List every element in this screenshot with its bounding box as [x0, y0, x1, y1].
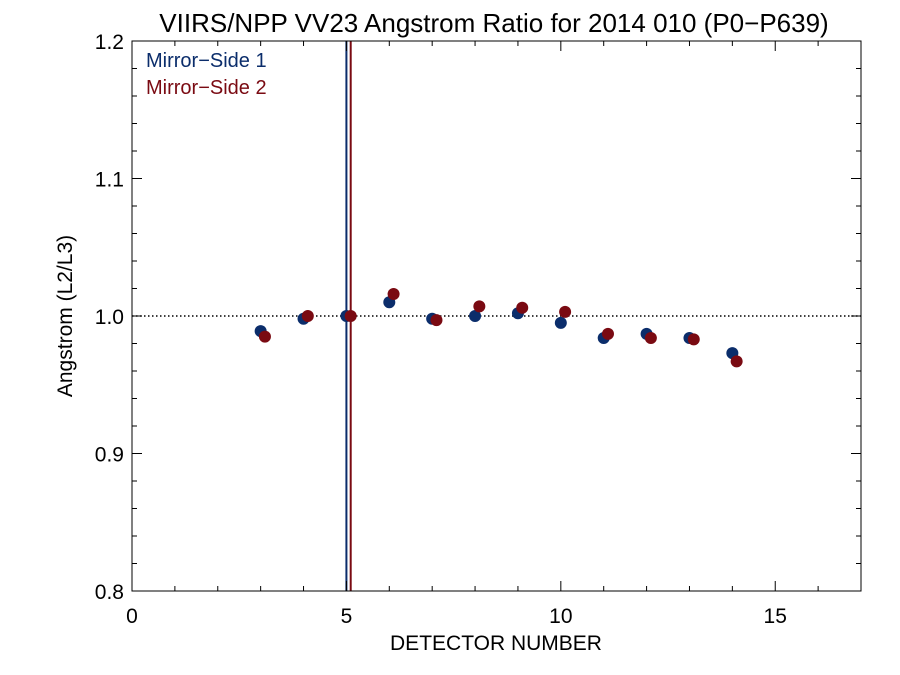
data-point-mirror-side-2: [601, 327, 614, 340]
plot-area: 0 5 10 15 0.8 0.9 1.0 1.1 1.2: [95, 31, 862, 628]
data-point-mirror-side-2: [344, 310, 357, 322]
y-tick-label: 1.1: [95, 169, 124, 192]
y-tick-label: 1.0: [95, 306, 124, 329]
data-point-mirror-side-2: [516, 301, 529, 314]
legend-entry-mirror-side-1: Mirror−Side 1: [146, 50, 267, 72]
data-point-mirror-side-2: [687, 333, 700, 346]
x-tick-label: 10: [549, 605, 572, 628]
y-tick-label: 0.8: [95, 581, 124, 604]
x-axis-label: DETECTOR NUMBER: [390, 632, 602, 655]
data-point-mirror-side-2: [473, 300, 486, 313]
data-point-mirror-side-1: [554, 316, 567, 329]
data-point-mirror-side-1: [469, 310, 482, 322]
y-axis-label: Angstrom (L2/L3): [54, 235, 77, 397]
data-point-mirror-side-2: [559, 305, 572, 318]
chart-title: VIIRS/NPP VV23 Angstrom Ratio for 2014 0…: [159, 8, 828, 38]
data-point-mirror-side-2: [644, 332, 657, 344]
legend-entry-mirror-side-2: Mirror−Side 2: [146, 77, 267, 99]
x-tick-label: 15: [764, 605, 787, 628]
x-tick-label: 0: [126, 605, 138, 628]
data-point-mirror-side-2: [730, 355, 743, 368]
data-point-mirror-side-2: [258, 330, 271, 343]
x-tick-label: 5: [341, 605, 353, 628]
data-point-mirror-side-2: [387, 288, 400, 300]
data-point-mirror-side-2: [301, 310, 314, 322]
data-point-mirror-side-2: [430, 314, 443, 327]
y-tick-label: 0.9: [95, 444, 124, 467]
y-tick-label: 1.2: [95, 31, 124, 54]
